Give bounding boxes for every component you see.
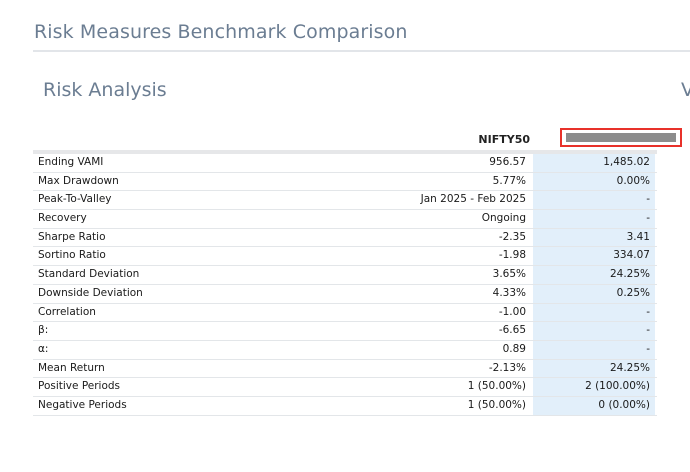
table-row: Max Drawdown 0.00% 5.77% xyxy=(33,172,657,192)
section-title: Risk Analysis xyxy=(43,79,167,101)
row-label: Ending VAMI xyxy=(38,156,104,168)
row-label: β: xyxy=(38,324,49,337)
row-label: Correlation xyxy=(38,305,96,318)
benchmark-value: 956.57 xyxy=(489,156,526,168)
table-row: Negative Periods 0 (0.00%) 1 (50.00%) xyxy=(33,396,657,416)
fund-value: - xyxy=(533,191,655,210)
fund-value: 24.25% xyxy=(533,266,655,284)
page-title: Risk Measures Benchmark Comparison xyxy=(34,21,408,43)
row-label: Positive Periods xyxy=(38,380,121,393)
table-row: Sortino Ratio 334.07 -1.98 xyxy=(33,247,657,267)
table-row: Positive Periods 2 (100.00%) 1 (50.00%) xyxy=(33,378,657,397)
header-separator xyxy=(33,150,657,154)
table-row: Recovery - Ongoing xyxy=(33,210,657,229)
benchmark-value: -2.35 xyxy=(498,230,526,243)
table-row: Peak-To-Valley - Jan 2025 - Feb 2025 xyxy=(33,191,657,211)
benchmark-value: 0.89 xyxy=(502,342,526,355)
benchmark-value: -1.98 xyxy=(498,249,526,262)
row-label: Mean Return xyxy=(38,361,105,374)
table-row: Ending VAMI 1,485.02 956.57 xyxy=(33,154,657,173)
table-row: Correlation - -1.00 xyxy=(33,303,657,323)
row-label: Max Drawdown xyxy=(38,174,119,187)
benchmark-value: Ongoing xyxy=(481,212,526,225)
table-row: Sharpe Ratio 3.41 -2.35 xyxy=(33,228,657,248)
fund-value: 0 (0.00%) xyxy=(533,396,655,415)
benchmark-value: 1 (50.00%) xyxy=(467,398,526,411)
fund-value: - xyxy=(533,340,655,359)
benchmark-value: 3.65% xyxy=(492,268,526,281)
column-header-fund-highlighted xyxy=(560,128,682,147)
row-label: α: xyxy=(38,342,49,355)
benchmark-value: 4.33% xyxy=(492,286,526,299)
benchmark-value: 1 (50.00%) xyxy=(467,380,526,393)
row-label: Recovery xyxy=(38,212,87,225)
fund-value: - xyxy=(533,303,655,322)
fund-value: 334.07 xyxy=(533,247,655,266)
column-header-benchmark: NIFTY50 xyxy=(478,133,530,146)
redacted-fund-name xyxy=(566,133,676,142)
benchmark-value: 5.77% xyxy=(492,174,526,187)
table-row: α: -0.89 xyxy=(33,340,657,360)
row-label: Peak-To-Valley xyxy=(38,193,112,206)
title-divider xyxy=(33,50,690,52)
benchmark-value: -6.65 xyxy=(498,324,526,337)
table-row: Mean Return 24.25% -2.13% xyxy=(33,359,657,379)
fund-value: 3.41 xyxy=(533,228,655,247)
risk-analysis-table: Ending VAMI 1,485.02 956.57 Max Drawdown 0.0… xyxy=(33,154,657,416)
benchmark-value: -2.13% xyxy=(488,361,526,374)
benchmark-value: Jan 2025 - Feb 2025 xyxy=(420,193,526,206)
row-label: Sharpe Ratio xyxy=(38,230,106,243)
fund-value: 0.00% xyxy=(533,172,655,191)
row-label: Negative Periods xyxy=(38,398,127,411)
fund-value: - xyxy=(533,210,655,228)
fund-value: 2 (100.00%) xyxy=(533,378,655,396)
fund-value: 1,485.02 xyxy=(533,154,655,172)
benchmark-value: -1.00 xyxy=(498,305,526,318)
row-label: Standard Deviation xyxy=(38,268,140,281)
row-label: Sortino Ratio xyxy=(38,249,106,262)
table-row: Standard Deviation 24.25% 3.65% xyxy=(33,266,657,285)
table-row: β: - -6.65 xyxy=(33,322,657,341)
table-row: Downside Deviation 0.25% 4.33% xyxy=(33,284,657,304)
next-section-title-truncated: V xyxy=(681,79,690,101)
fund-value: - xyxy=(533,322,655,340)
row-label: Downside Deviation xyxy=(38,286,143,299)
fund-value: 0.25% xyxy=(533,284,655,303)
fund-value: 24.25% xyxy=(533,359,655,378)
